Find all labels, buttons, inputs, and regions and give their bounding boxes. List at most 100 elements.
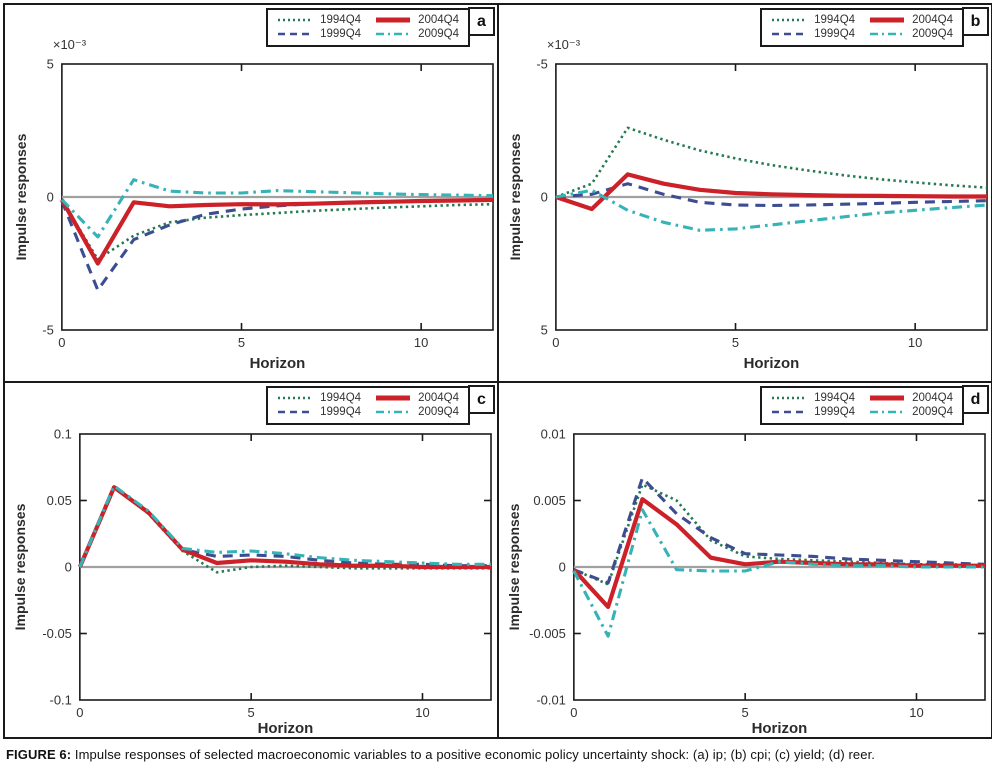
x-tick-label: 0 [76,705,83,720]
legend-item-2004Q4: 2004Q4 [869,14,953,26]
legend-label: 1994Q4 [320,392,362,404]
panel-label-a: a [468,7,495,36]
legend-line-2004Q4 [870,17,905,23]
y-tick-label: 0 [559,559,566,574]
y-axis-title: Impulse responses [13,133,29,260]
legend-line-2009Q4 [870,32,905,36]
legend-line-1994Q4 [772,396,807,400]
legend-label: 1994Q4 [814,392,856,404]
y-tick-label: -5 [536,56,548,71]
legend-item-1999Q4: 1999Q4 [771,28,855,40]
y-tick-label: 0 [47,189,54,204]
legend-line-1994Q4 [278,396,313,400]
impulse-response-chart-a: 5 0 -5 0 5 10 ×10⁻³ Horizon Impulse responses [13,37,494,372]
legend-item-1999Q4: 1999Q4 [771,406,855,418]
legend-line-1994Q4 [278,18,313,22]
y-tick-label: 5 [47,56,54,71]
legend-label: 2009Q4 [418,28,459,40]
legend-line-2009Q4 [376,410,411,414]
legend: 1994Q4 1999Q4 2004Q4 2009Q4 [266,386,470,425]
x-tick-label: 0 [552,335,559,350]
y-tick-label: -0.005 [529,626,566,641]
series-1994Q4 [555,126,988,199]
legend-item-2009Q4: 2009Q4 [375,406,459,418]
legend-label: 2009Q4 [912,28,953,40]
y-scale-label: ×10⁻³ [53,37,87,52]
y-tick-label: 0.005 [533,493,565,508]
x-tick-label: 5 [238,335,245,350]
series-1994Q4 [78,485,492,574]
panel-d-reer: 0.01 0.005 0 -0.005 -0.01 0 5 10 Horizon Impulse … [499,383,991,737]
x-tick-label: 5 [732,335,739,350]
legend-line-1994Q4 [772,18,807,22]
y-axis-title: Impulse responses [506,503,522,630]
series-2004Q4 [572,497,986,609]
legend-item-1999Q4: 1999Q4 [277,406,361,418]
legend: 1994Q4 1999Q4 2004Q4 2009Q4 [760,386,964,425]
y-tick-label: 0.01 [541,426,566,441]
impulse-response-chart-c: 0.1 0.05 0 -0.05 -0.1 0 5 10 Horizon Impulse resp… [12,426,492,737]
panel-label-d: d [962,385,989,414]
series-2009Q4 [572,508,986,638]
legend-label: 2004Q4 [418,392,459,404]
y-tick-label: 0 [65,559,72,574]
y-tick-label: 0.1 [54,426,72,441]
panel-a-ip: 5 0 -5 0 5 10 ×10⁻³ Horizon Impulse responses 19… [5,5,497,381]
legend-item-2004Q4: 2004Q4 [375,392,459,404]
legend-label: 2009Q4 [418,406,459,418]
legend-label: 2004Q4 [912,392,953,404]
series-2009Q4 [60,178,494,239]
series-2004Q4 [60,197,494,266]
series-1999Q4 [78,485,492,568]
legend-item-2009Q4: 2009Q4 [375,28,459,40]
impulse-response-chart-d: 0.01 0.005 0 -0.005 -0.01 0 5 10 Horizon Impulse … [506,426,986,737]
legend-item-2009Q4: 2009Q4 [869,406,953,418]
legend: 1994Q4 1999Q4 2004Q4 2009Q4 [760,8,964,47]
x-tick-label: 5 [248,705,255,720]
legend-label: 1999Q4 [814,406,856,418]
legend-label: 1994Q4 [814,14,856,26]
x-axis-title: Horizon [744,355,800,372]
caption-text: Impulse responses of selected macroecono… [74,747,876,762]
x-tick-label: 10 [415,705,429,720]
legend: 1994Q4 1999Q4 2004Q4 2009Q4 [266,8,470,47]
legend-line-1999Q4 [278,410,313,414]
caption-prefix: FIGURE 6: [6,747,72,762]
panel-b-cpi: -5 0 5 0 5 10 ×10⁻³ Horizon Impulse responses 19… [499,5,991,381]
y-tick-label: -0.05 [42,626,72,641]
legend-line-1999Q4 [772,410,807,414]
y-tick-label: -5 [42,322,54,337]
legend-line-1999Q4 [278,32,313,36]
x-tick-label: 10 [414,335,428,350]
legend-line-2009Q4 [376,32,411,36]
legend-item-1994Q4: 1994Q4 [277,14,361,26]
legend-item-2009Q4: 2009Q4 [869,28,953,40]
legend-line-1999Q4 [772,32,807,36]
legend-label: 1999Q4 [320,406,362,418]
y-tick-label: -0.1 [50,692,72,707]
legend-line-2009Q4 [870,410,905,414]
series-2009Q4 [78,484,492,568]
y-scale-label: ×10⁻³ [547,37,581,52]
panel-label-c: c [468,385,495,414]
y-tick-label: 5 [541,322,548,337]
x-tick-label: 5 [742,705,749,720]
x-axis-title: Horizon [258,720,314,737]
legend-item-1994Q4: 1994Q4 [277,392,361,404]
y-tick-label: 0 [541,189,548,204]
x-tick-label: 0 [58,335,65,350]
legend-item-1994Q4: 1994Q4 [771,14,855,26]
series-2009Q4 [555,188,988,232]
legend-item-2004Q4: 2004Q4 [375,14,459,26]
panel-c-yield: 0.1 0.05 0 -0.05 -0.1 0 5 10 Horizon Impulse resp… [5,383,497,737]
legend-item-1999Q4: 1999Q4 [277,28,361,40]
legend-item-1994Q4: 1994Q4 [771,392,855,404]
legend-line-2004Q4 [376,395,411,401]
legend-line-2004Q4 [870,395,905,401]
panel-label-b: b [962,7,989,36]
x-tick-label: 10 [908,335,922,350]
series-2004Q4 [77,485,492,570]
legend-label: 1999Q4 [320,28,362,40]
